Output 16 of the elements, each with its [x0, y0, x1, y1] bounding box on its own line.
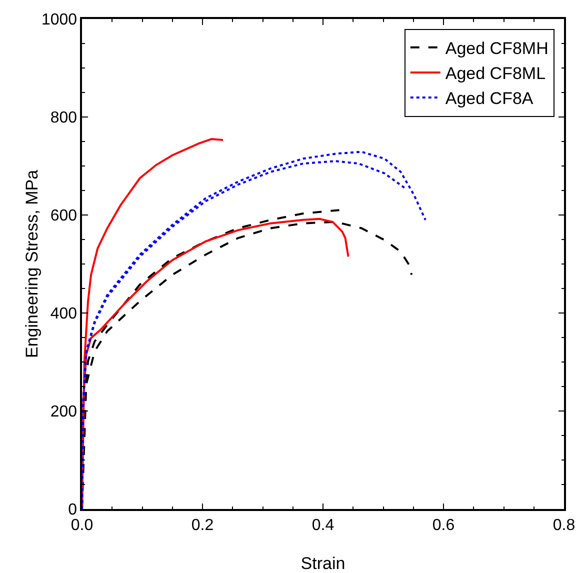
y-tick-label: 1000 — [41, 12, 78, 29]
x-tick-label: 0.4 — [312, 516, 334, 534]
x-tick-label: 0.6 — [432, 516, 455, 534]
x-axis-title: Strain — [300, 554, 346, 573]
y-axis-title: Engineering Stress, MPa — [22, 169, 42, 358]
y-tick-label: 0 — [68, 502, 78, 519]
x-tick-label: 0.0 — [70, 516, 94, 534]
y-tick-label: 200 — [50, 404, 78, 421]
y-tick-label: 800 — [50, 110, 78, 127]
y-tick-label: 600 — [50, 208, 78, 225]
y-tick-label: 400 — [50, 306, 78, 323]
legend-label: Aged CF8MH — [445, 38, 548, 58]
legend-label: Aged CF8A — [445, 89, 534, 108]
x-tick-label: 0.2 — [191, 516, 214, 534]
legend-label: Aged CF8ML — [445, 64, 546, 84]
x-tick-label: 0.8 — [552, 516, 576, 534]
